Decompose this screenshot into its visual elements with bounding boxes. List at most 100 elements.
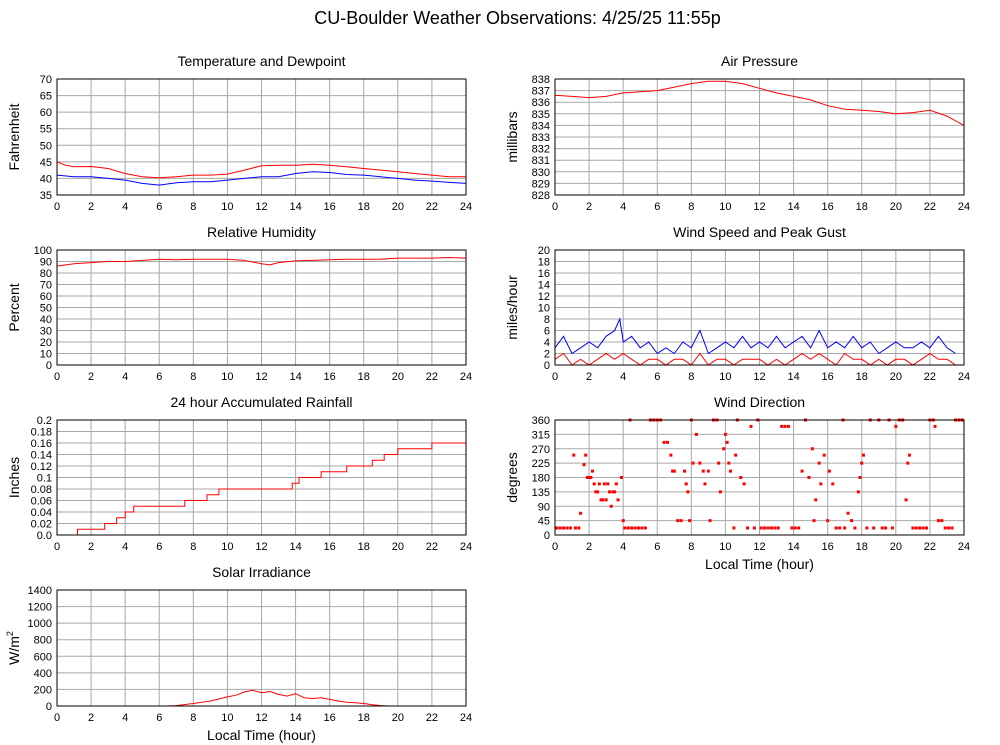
data-point bbox=[665, 440, 669, 444]
data-point bbox=[698, 461, 702, 465]
y-tick-label: 135 bbox=[532, 487, 550, 499]
x-tick-label: 8 bbox=[688, 541, 694, 553]
data-point bbox=[609, 504, 613, 508]
data-point bbox=[683, 469, 687, 473]
x-tick-label: 4 bbox=[122, 201, 128, 213]
data-point bbox=[826, 519, 830, 523]
data-point bbox=[739, 476, 743, 479]
y-tick-label: 1000 bbox=[28, 618, 52, 630]
x-tick-label: 16 bbox=[324, 371, 336, 383]
y-tick-label: 838 bbox=[532, 74, 550, 86]
data-point bbox=[562, 526, 566, 530]
y-tick-label: 2 bbox=[544, 349, 550, 361]
x-tick-label: 20 bbox=[890, 541, 902, 553]
data-point bbox=[894, 424, 898, 428]
data-point bbox=[831, 482, 835, 486]
data-point bbox=[936, 519, 940, 523]
data-point bbox=[708, 519, 712, 523]
x-tick-label: 8 bbox=[190, 712, 196, 724]
x-tick-label: 24 bbox=[460, 201, 472, 213]
x-tick-label: 0 bbox=[54, 712, 60, 724]
x-axis-label: Local Time (hour) bbox=[705, 556, 814, 572]
x-tick-label: 20 bbox=[392, 712, 404, 724]
y-tick-label: 40 bbox=[40, 314, 52, 326]
data-point bbox=[780, 424, 784, 428]
x-tick-label: 20 bbox=[392, 371, 404, 383]
x-tick-label: 0 bbox=[54, 541, 60, 553]
y-tick-label: 0 bbox=[544, 530, 550, 542]
data-point bbox=[776, 526, 780, 530]
data-point bbox=[626, 526, 630, 530]
data-point bbox=[604, 498, 608, 502]
x-tick-label: 2 bbox=[88, 712, 94, 724]
y-tick-label: 225 bbox=[532, 458, 550, 470]
data-point bbox=[601, 498, 605, 502]
x-tick-label: 20 bbox=[392, 541, 404, 553]
data-point bbox=[613, 490, 617, 494]
x-tick-label: 4 bbox=[620, 371, 626, 383]
y-tick-label: 35 bbox=[40, 190, 52, 202]
y-tick-label: 50 bbox=[40, 303, 52, 315]
x-tick-label: 0 bbox=[54, 371, 60, 383]
data-point bbox=[694, 432, 698, 436]
y-tick-label: 315 bbox=[532, 429, 550, 441]
data-point bbox=[584, 453, 588, 457]
x-tick-label: 6 bbox=[654, 371, 660, 383]
y-tick-label: 50 bbox=[40, 140, 52, 152]
data-point bbox=[865, 526, 869, 530]
data-point bbox=[599, 498, 603, 502]
x-tick-label: 4 bbox=[620, 541, 626, 553]
y-axis-label: W/m2 bbox=[5, 631, 22, 665]
data-point bbox=[688, 519, 692, 523]
data-point bbox=[596, 490, 600, 494]
x-tick-label: 10 bbox=[719, 371, 731, 383]
data-point bbox=[950, 526, 954, 530]
data-point bbox=[827, 469, 831, 473]
y-tick-label: 0.0 bbox=[37, 530, 52, 542]
y-tick-label: 600 bbox=[34, 651, 52, 663]
x-tick-label: 16 bbox=[324, 712, 336, 724]
y-tick-label: 830 bbox=[532, 167, 550, 179]
data-point bbox=[727, 461, 731, 465]
y-tick-label: 0.08 bbox=[31, 484, 52, 496]
x-tick-label: 14 bbox=[289, 371, 301, 383]
y-tick-label: 800 bbox=[34, 635, 52, 647]
y-tick-label: 836 bbox=[532, 97, 550, 109]
y-tick-label: 832 bbox=[532, 144, 550, 156]
x-tick-label: 4 bbox=[122, 712, 128, 724]
data-point bbox=[742, 482, 746, 486]
data-point bbox=[643, 526, 647, 530]
plot-frame bbox=[554, 249, 965, 366]
x-tick-label: 22 bbox=[426, 371, 438, 383]
data-point bbox=[947, 526, 951, 530]
data-point bbox=[817, 461, 821, 465]
y-tick-label: 0.06 bbox=[31, 496, 52, 508]
data-point bbox=[872, 526, 876, 530]
y-tick-label: 10 bbox=[538, 303, 550, 315]
data-point bbox=[577, 526, 581, 530]
data-point bbox=[637, 526, 641, 530]
chart-title: Temperature and Dewpoint bbox=[177, 53, 345, 69]
x-tick-label: 16 bbox=[822, 541, 834, 553]
data-point bbox=[558, 526, 562, 530]
x-tick-label: 22 bbox=[426, 201, 438, 213]
series-line-0 bbox=[56, 256, 467, 267]
x-tick-label: 24 bbox=[460, 712, 472, 724]
data-point bbox=[858, 476, 862, 479]
data-point bbox=[684, 482, 688, 486]
data-point bbox=[822, 453, 826, 457]
x-tick-label: 2 bbox=[88, 371, 94, 383]
data-point bbox=[766, 526, 770, 530]
x-tick-label: 20 bbox=[890, 201, 902, 213]
data-point bbox=[850, 519, 854, 523]
data-point bbox=[819, 482, 823, 486]
data-point bbox=[582, 463, 586, 467]
x-tick-label: 10 bbox=[221, 201, 233, 213]
y-tick-label: 90 bbox=[40, 257, 52, 269]
x-tick-label: 14 bbox=[787, 541, 799, 553]
x-tick-label: 0 bbox=[552, 201, 558, 213]
data-point bbox=[925, 526, 929, 530]
data-point bbox=[602, 482, 606, 486]
y-tick-label: 0.02 bbox=[31, 519, 52, 531]
